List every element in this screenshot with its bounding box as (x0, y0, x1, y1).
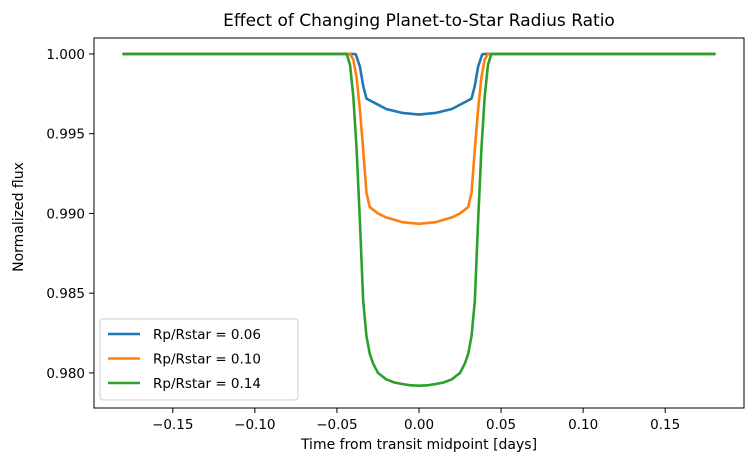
chart-title: Effect of Changing Planet-to-Star Radius… (223, 11, 615, 31)
series-line-1 (122, 52, 716, 116)
x-axis-ticks: −0.15 −0.10 −0.05 0.00 0.05 0.10 0.15 (152, 408, 680, 433)
x-tick-label: −0.15 (152, 417, 193, 433)
plot-area (93, 37, 745, 409)
y-axis-label: Normalized flux (11, 162, 27, 272)
legend-label-1: Rp/Rstar = 0.06 (153, 327, 261, 343)
y-tick-label: 0.985 (46, 286, 85, 302)
x-tick-label: 0.10 (568, 417, 598, 433)
y-tick-label: 0.995 (46, 127, 85, 143)
x-tick-label: 0.15 (650, 417, 680, 433)
x-tick-label: 0.00 (404, 417, 434, 433)
series-line-2 (122, 52, 716, 226)
y-tick-label: 1.000 (46, 47, 85, 63)
y-tick-label: 0.980 (46, 366, 85, 382)
x-tick-label: −0.10 (234, 417, 275, 433)
series-line-3 (122, 52, 716, 387)
x-tick-label: −0.05 (316, 417, 357, 433)
x-tick-label: 0.05 (486, 417, 516, 433)
legend-label-2: Rp/Rstar = 0.10 (153, 352, 261, 368)
x-axis-label: Time from transit midpoint [days] (300, 437, 537, 453)
series-layer (122, 52, 716, 387)
y-axis-ticks: 0.980 0.985 0.990 0.995 1.000 (46, 47, 94, 382)
legend-label-3: Rp/Rstar = 0.14 (153, 376, 261, 392)
legend-box (99, 318, 299, 401)
y-tick-label: 0.990 (46, 206, 85, 222)
legend: Rp/Rstar = 0.06 Rp/Rstar = 0.10 Rp/Rstar =… (99, 318, 299, 401)
